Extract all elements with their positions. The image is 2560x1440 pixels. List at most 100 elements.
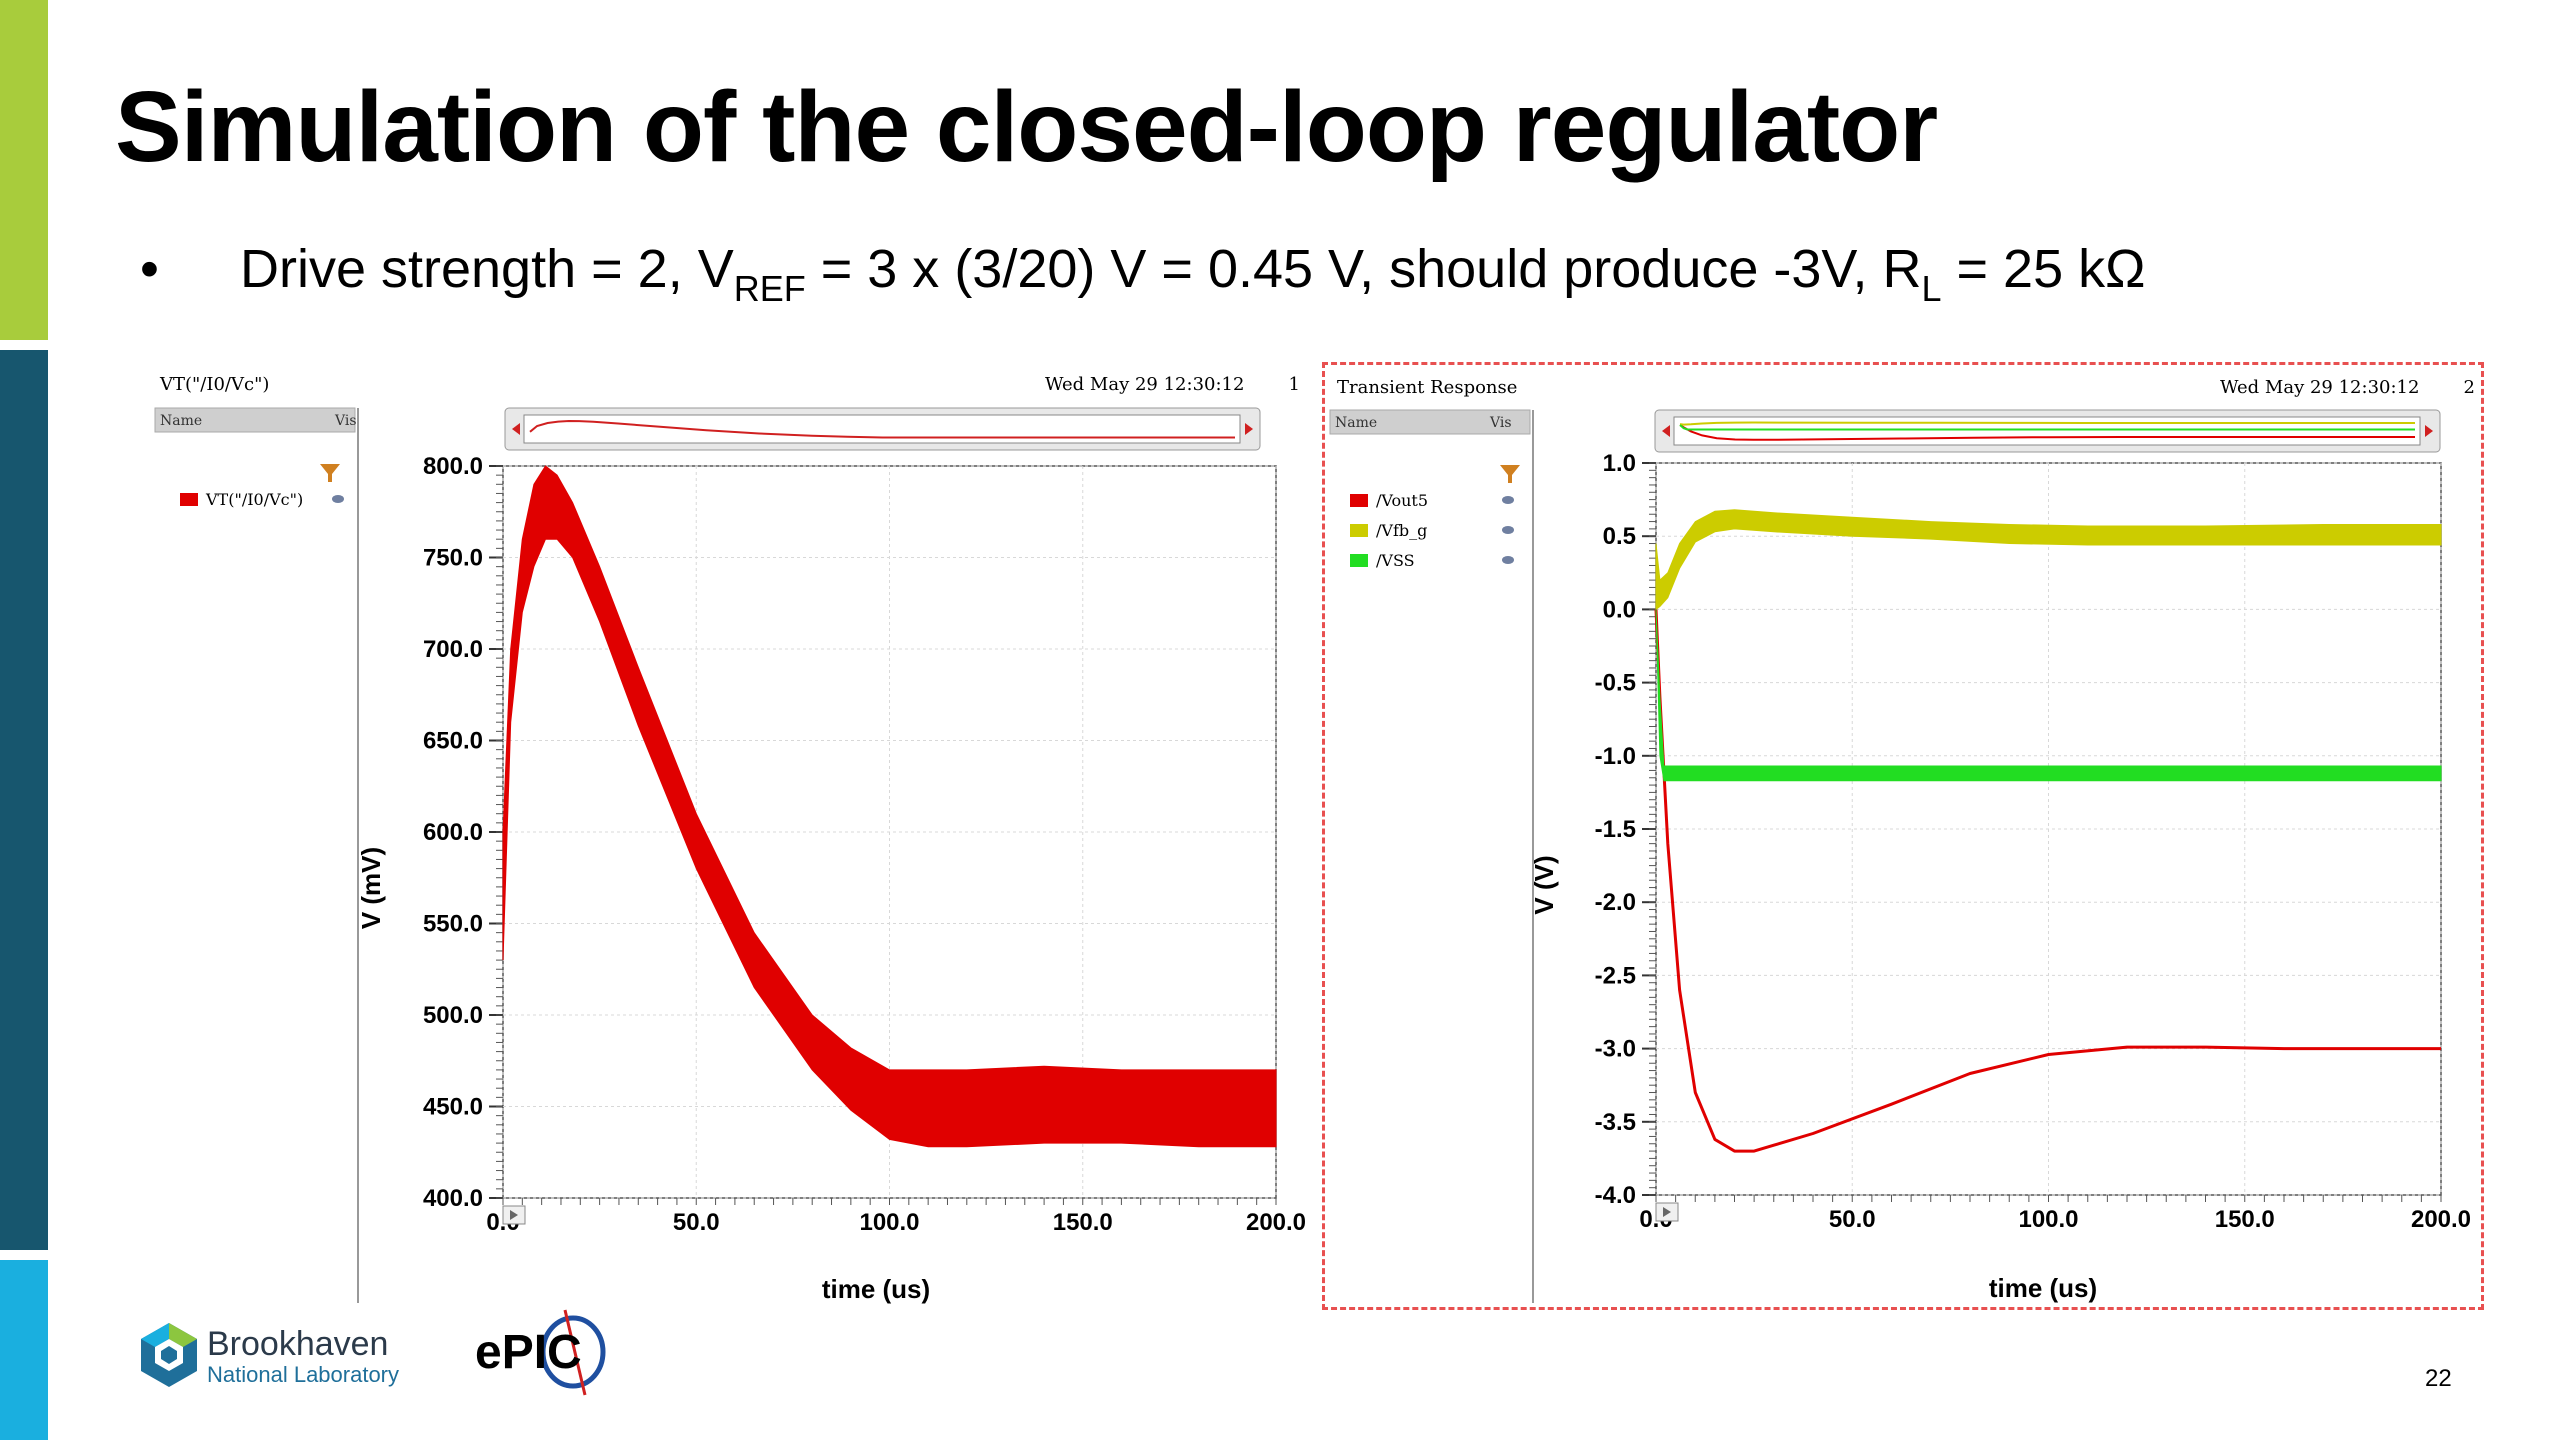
x-axis-label: time (us) [1989,1273,2097,1303]
x-tick-label: 50.0 [673,1209,720,1236]
y-tick-label: -1.5 [1595,816,1636,843]
window-title: VT("/I0/Vc") [159,374,269,395]
x-tick-label: 150.0 [1053,1209,1113,1236]
timestamp: Wed May 29 12:30:12 [2220,377,2419,398]
series--vout5-line[interactable] [1654,609,2441,1153]
overview-trace [1679,424,2415,431]
y-axis-label: V (V) [1529,855,1559,914]
overview-trace [529,419,1235,439]
legend-item[interactable]: /Vfb_g [1350,521,1514,540]
brookhaven-name: Brookhaven [207,1325,388,1363]
bullet-text-c: = 25 kΩ [1941,239,2146,299]
x-tick-label: 50.0 [1829,1206,1876,1233]
side-bar-middle [0,350,48,1250]
y-tick-label: 700.0 [423,636,483,663]
y-tick-label: -2.5 [1595,962,1636,989]
epic-logo: ePIC [470,1300,620,1400]
y-tick-label: 650.0 [423,728,483,755]
zoom-window[interactable] [523,414,1241,444]
zoom-left-arrow-icon[interactable] [512,423,520,435]
epic-ring [540,1315,606,1389]
legend-item[interactable]: /Vout5 [1350,491,1514,510]
side-bar-bottom [0,1260,48,1440]
slide-title: Simulation of the closed-loop regulator [115,71,1938,183]
visibility-eye-icon[interactable] [1502,496,1514,504]
series-vt-i0-vc--band[interactable] [502,465,1277,1148]
visibility-eye-icon[interactable] [1502,556,1514,564]
x-axis-label: time (us) [822,1274,930,1304]
epic-track [563,1309,587,1396]
legend-swatch [1350,494,1368,507]
play-icon [1663,1207,1671,1217]
x-tick-label: 100.0 [859,1209,919,1236]
series--vss-band[interactable] [1655,609,2442,782]
y-tick-label: -2.0 [1595,889,1636,916]
x-tick-label: 100.0 [2018,1206,2078,1233]
window-index: 1 [1289,374,1300,395]
trace-list-header [1329,409,1531,435]
zoom-right-arrow-icon[interactable] [1245,423,1253,435]
list-header-name: Name [1335,415,1377,431]
vref-subscript: REF [733,268,806,309]
play-icon [510,1210,518,1220]
waveform-panel-2-svg: Transient Response Wed May 29 12:30:12 2… [1329,377,2475,1303]
bullet-text-b: = 3 x (3/20) V = 0.45 V, should produce … [805,239,1922,299]
y-tick-label: 800.0 [423,453,483,480]
x-tick-label: 200.0 [2411,1206,2471,1233]
legend-swatch [180,493,198,506]
brookhaven-logo: Brookhaven National Laboratory [135,1315,445,1395]
x-tick-label: 200.0 [1246,1209,1306,1236]
window-title: Transient Response [1337,377,1517,398]
visibility-eye-icon[interactable] [1502,526,1514,534]
y-tick-label: 400.0 [423,1185,483,1212]
rl-subscript: L [1921,268,1942,309]
waveform-panel-1: VT("/I0/Vc") Wed May 29 12:30:12 1 Name … [150,368,1310,1308]
side-bar-top [0,0,48,340]
bullet-text: Drive strength = 2, VREF = 3 x (3/20) V … [240,238,2145,310]
y-tick-label: -3.5 [1595,1109,1636,1136]
y-tick-label: 600.0 [423,819,483,846]
timestamp: Wed May 29 12:30:12 [1045,374,1244,395]
legend-label: VT("/I0/Vc") [205,490,303,509]
legend-item[interactable]: /VSS [1350,551,1514,570]
epic-text: ePIC [475,1326,582,1379]
filter-icon[interactable] [320,464,340,482]
legend-label: /VSS [1376,551,1415,570]
list-header-vis: Vis [1489,415,1512,431]
trace-list-header [154,407,356,433]
y-tick-label: -4.0 [1595,1182,1636,1209]
y-tick-label: -0.5 [1595,670,1636,697]
list-header-vis: Vis [334,413,357,429]
epic-logo-svg: ePIC [475,1309,606,1396]
brookhaven-subtitle: National Laboratory [207,1362,399,1387]
legend-swatch [1350,524,1368,537]
overview-trace [1679,424,2415,441]
y-axis-label: V (mV) [356,847,386,929]
overview-traces [1679,421,2415,441]
legend-label: /Vout5 [1376,491,1428,510]
zoom-right-arrow-icon[interactable] [2425,425,2433,437]
legend-label: /Vfb_g [1376,521,1427,540]
y-tick-label: 450.0 [423,1094,483,1121]
filter-icon[interactable] [1500,465,1520,483]
waveform-panel-2: Transient Response Wed May 29 12:30:12 2… [1322,362,2484,1310]
brookhaven-logo-svg: Brookhaven National Laboratory [141,1323,399,1387]
y-tick-label: 0.5 [1603,523,1636,550]
zoom-window[interactable] [1673,416,2421,446]
bullet-text-a: Drive strength = 2, V [240,239,734,299]
overview-trace [1679,421,2415,426]
legend-swatch [1350,554,1368,567]
bullet-dot: • [140,239,159,299]
series--vfb-g-band[interactable] [1655,509,2442,611]
brookhaven-hexagon-icon [141,1323,197,1387]
page-number: 22 [2425,1365,2452,1392]
y-tick-label: 500.0 [423,1002,483,1029]
legend-item[interactable]: VT("/I0/Vc") [180,490,344,509]
x-tick-label: 150.0 [2215,1206,2275,1233]
y-tick-label: 0.0 [1603,596,1636,623]
visibility-eye-icon[interactable] [332,495,344,503]
window-index: 2 [2464,377,2475,398]
y-tick-label: 750.0 [423,545,483,572]
zoom-left-arrow-icon[interactable] [1662,425,1670,437]
waveform-panel-1-svg: VT("/I0/Vc") Wed May 29 12:30:12 1 Name … [154,374,1306,1304]
